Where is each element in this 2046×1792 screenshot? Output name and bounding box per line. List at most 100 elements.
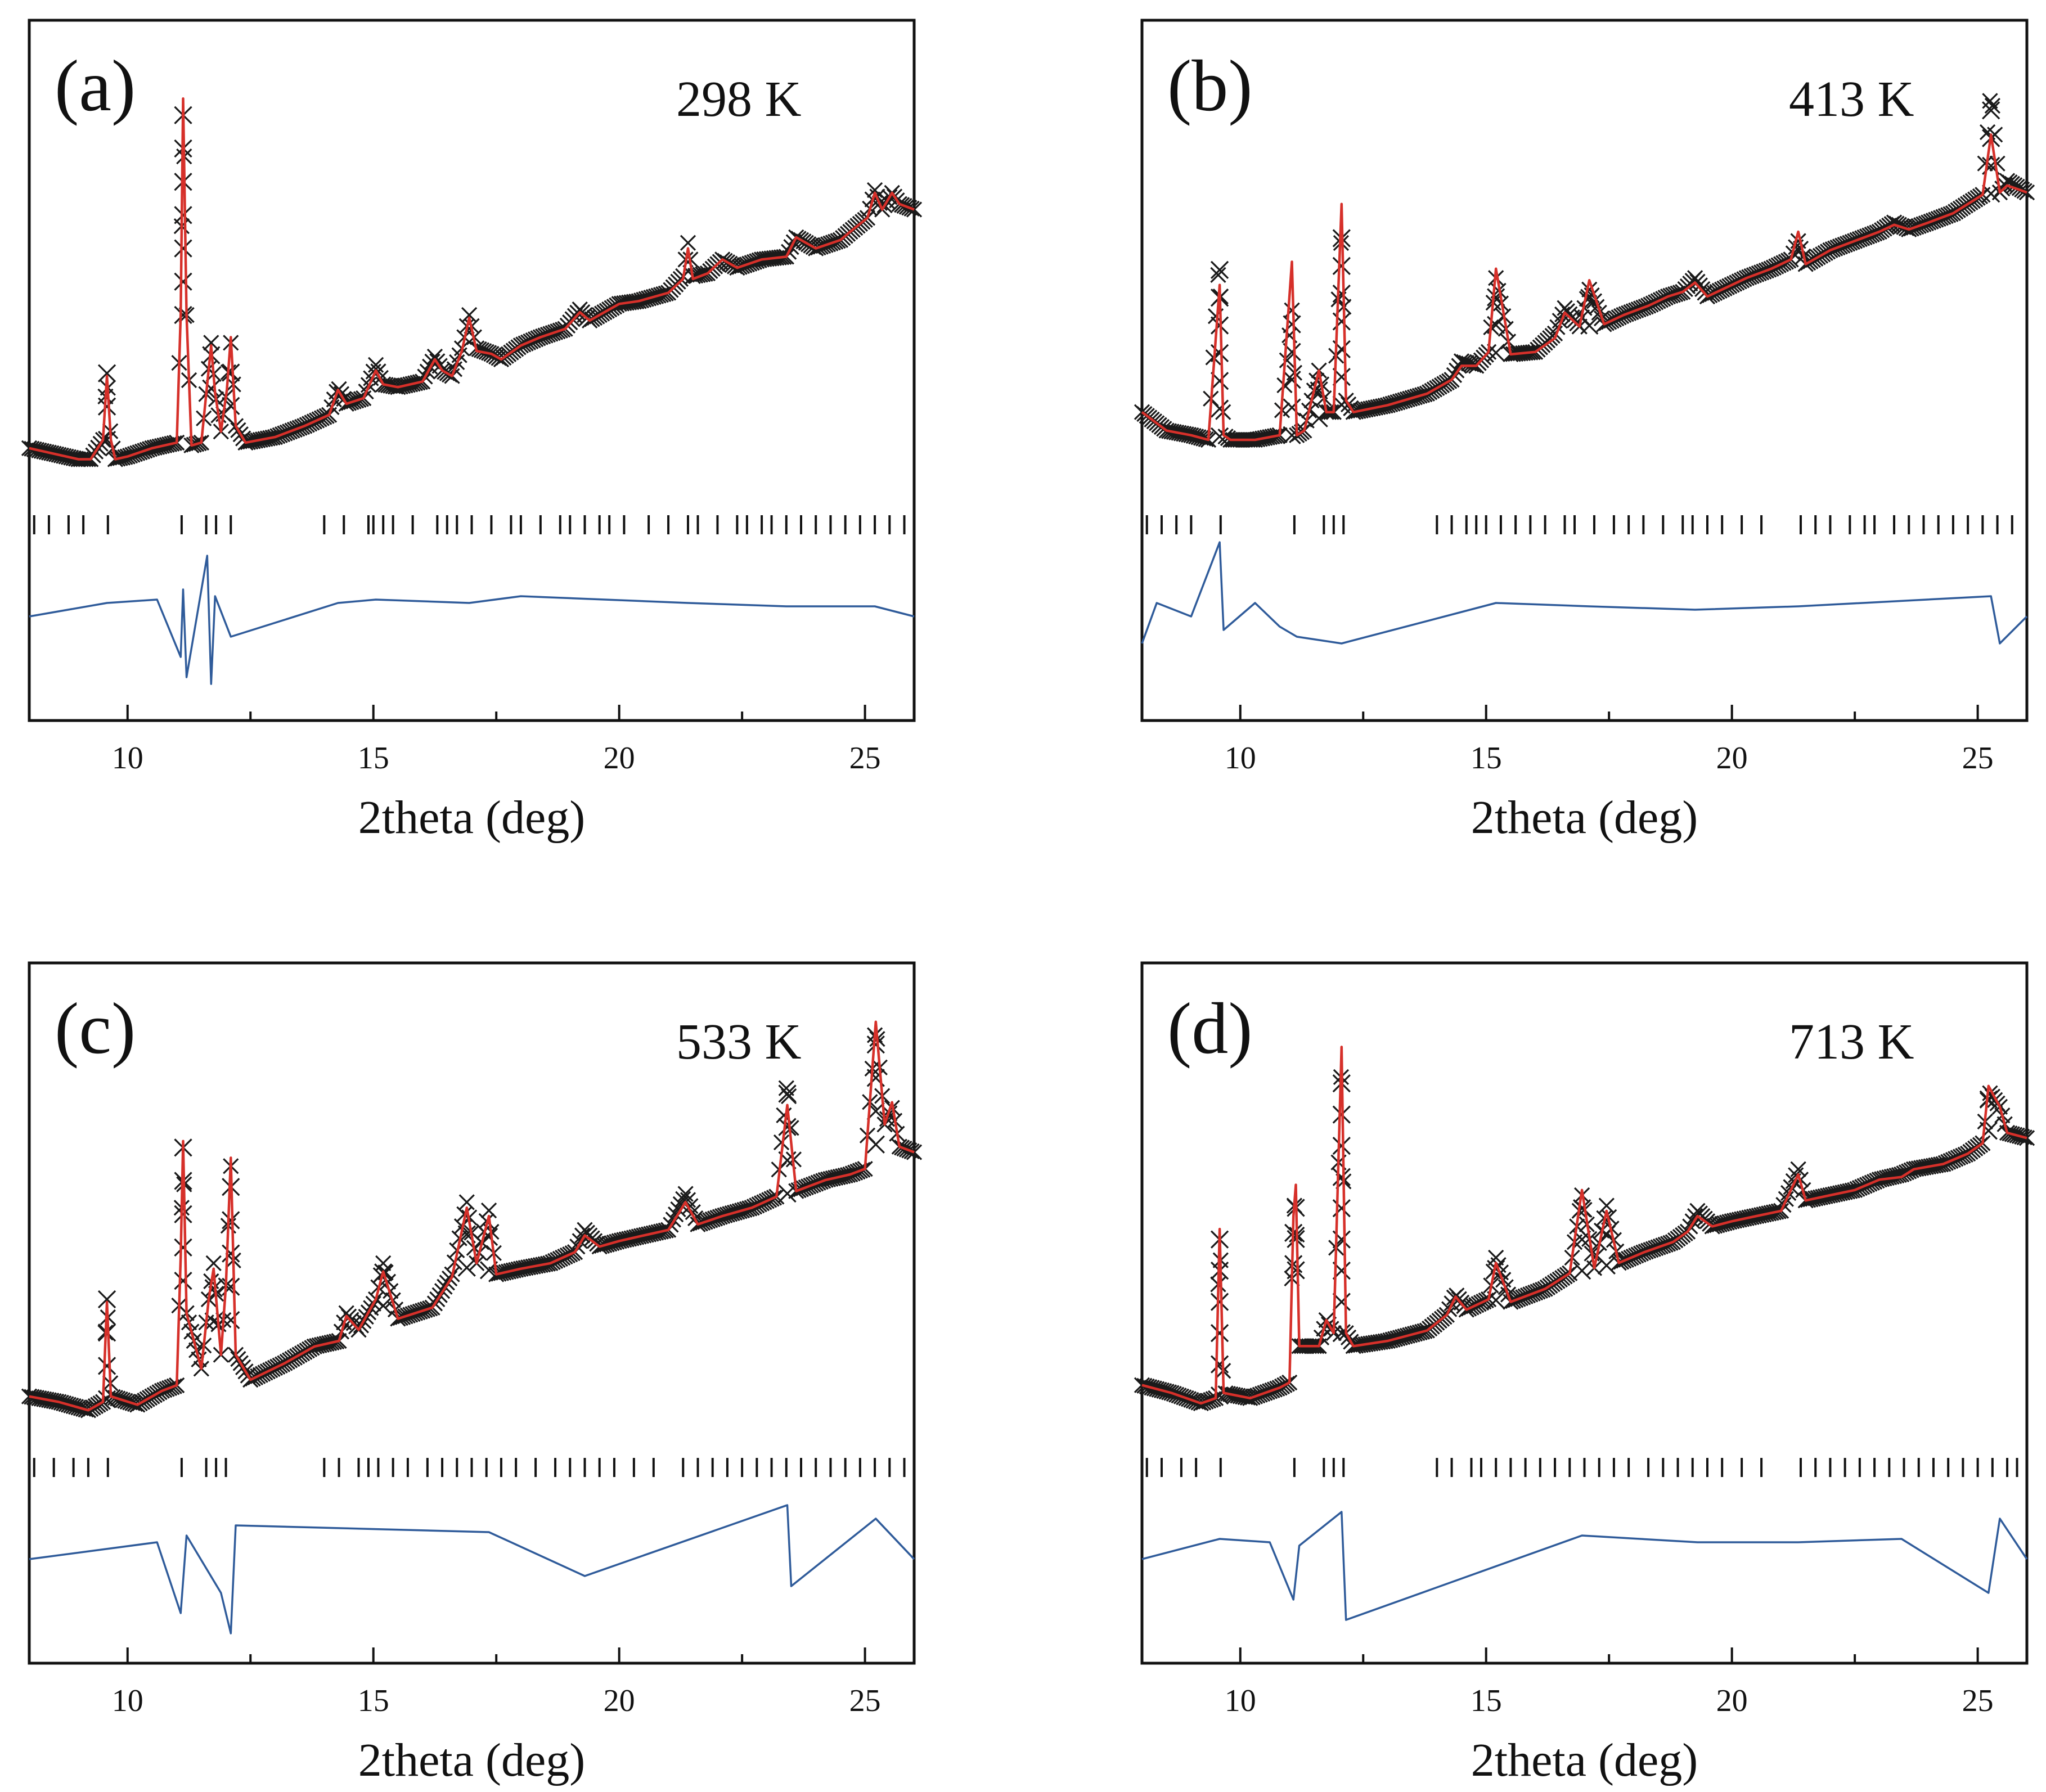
x-tick-label: 15 — [1471, 741, 1502, 776]
x-tick-label: 15 — [358, 1683, 389, 1718]
observed-point — [1597, 1256, 1616, 1275]
observed-point — [1332, 1168, 1351, 1186]
plot-frame — [28, 19, 916, 722]
observed-point — [866, 1135, 885, 1154]
bragg-markers — [33, 1458, 906, 1477]
panel-d: 10 15 20 25 2theta (deg) (d) 713 K — [1134, 961, 2035, 1786]
observed-point — [1210, 399, 1229, 418]
observed-point — [426, 348, 443, 365]
temperature-label: 413 K — [1789, 71, 1914, 127]
observed-point — [458, 1194, 475, 1210]
calculated-line — [29, 97, 915, 461]
x-tick-label: 10 — [112, 1683, 143, 1718]
x-tick-label: 25 — [849, 1683, 881, 1718]
observed-point — [222, 1211, 240, 1230]
plot-frame — [1140, 961, 2029, 1665]
panel-a: 10 15 20 25 2theta (deg) (a) 298 K — [21, 19, 923, 844]
observed-point — [97, 1357, 116, 1375]
observed-point — [1687, 1208, 1703, 1224]
observed-point — [1283, 370, 1301, 389]
observed-point — [1487, 344, 1505, 362]
panel-letter: (c) — [55, 988, 136, 1069]
observed-series — [1134, 1069, 2035, 1412]
observed-point — [1210, 267, 1226, 283]
bragg-markers — [1145, 1458, 2018, 1477]
observed-point — [380, 1273, 397, 1290]
x-tick-label: 25 — [849, 741, 881, 776]
x-tick-label: 20 — [1716, 1683, 1748, 1718]
difference-line — [1141, 541, 2028, 645]
observed-point — [174, 1205, 192, 1223]
observed-point — [1332, 1199, 1351, 1218]
difference-line — [29, 1504, 915, 1635]
observed-point — [1982, 101, 2000, 120]
observed-point — [457, 1258, 476, 1277]
observed-point — [1332, 285, 1351, 303]
panel-c: 10 15 20 25 2theta (deg) (c) 533 K — [21, 961, 923, 1786]
observed-point — [1332, 1136, 1351, 1155]
observed-point — [174, 1271, 192, 1290]
observed-point — [1287, 1261, 1305, 1280]
observed-point — [1210, 427, 1229, 446]
plot-frame — [28, 961, 916, 1665]
x-axis-label: 2theta (deg) — [358, 1734, 585, 1786]
observed-point — [222, 1244, 240, 1263]
observed-point — [174, 1238, 192, 1257]
observed-point — [1589, 299, 1605, 315]
x-tick-label: 10 — [1225, 741, 1256, 776]
x-tick-label: 25 — [1962, 1683, 1994, 1718]
observed-point — [97, 1290, 116, 1309]
x-tick-label: 15 — [358, 741, 389, 776]
observed-point — [1790, 1161, 1806, 1177]
x-tick-label: 25 — [1962, 741, 1994, 776]
observed-series — [21, 106, 923, 467]
observed-point — [906, 1144, 923, 1160]
observed-point — [906, 201, 923, 218]
panel-b: 10 15 20 25 2theta (deg) (b) 413 K — [1134, 19, 2035, 844]
observed-point — [174, 305, 192, 325]
calculated-line — [1141, 133, 2027, 442]
bragg-markers — [33, 515, 906, 534]
observed-point — [1332, 256, 1351, 275]
observed-point — [574, 1227, 591, 1244]
observed-point — [1210, 1293, 1229, 1311]
difference-line — [1141, 1511, 2028, 1621]
observed-point — [1310, 409, 1328, 427]
observed-point — [331, 381, 347, 397]
observed-point — [2018, 184, 2035, 201]
x-tick-label: 20 — [604, 741, 635, 776]
x-axis-label: 2theta (deg) — [358, 791, 585, 844]
observed-point — [1210, 1355, 1229, 1374]
observed-point — [203, 335, 219, 351]
observed-point — [174, 206, 192, 224]
difference-line — [29, 555, 915, 685]
x-tick-label: 15 — [1471, 1683, 1502, 1718]
panel-letter: (a) — [55, 46, 136, 127]
observed-point — [97, 397, 116, 416]
observed-point — [778, 1084, 797, 1103]
observed-point — [1276, 377, 1293, 394]
observed-point — [480, 1202, 497, 1219]
observed-point — [222, 363, 240, 382]
observed-point — [773, 1134, 790, 1151]
observed-point — [866, 1035, 885, 1054]
observed-point — [205, 1255, 222, 1272]
bragg-markers — [1145, 515, 2013, 534]
observed-point — [374, 1296, 393, 1315]
x-tick-label: 20 — [604, 1683, 635, 1718]
observed-series — [1134, 93, 2035, 448]
observed-point — [1572, 1199, 1591, 1218]
calculated-line — [29, 1020, 915, 1412]
observed-point — [1210, 1323, 1229, 1343]
observed-series — [21, 1027, 923, 1419]
observed-point — [1982, 184, 2000, 203]
observed-point — [1210, 1386, 1229, 1405]
x-tick-label: 20 — [1716, 741, 1748, 776]
observed-point — [1332, 1323, 1351, 1343]
observed-point — [204, 1279, 223, 1298]
observed-point — [174, 239, 192, 258]
observed-point — [97, 364, 116, 382]
x-tick-label: 10 — [1225, 1683, 1256, 1718]
calculated-line — [1141, 1046, 2027, 1405]
